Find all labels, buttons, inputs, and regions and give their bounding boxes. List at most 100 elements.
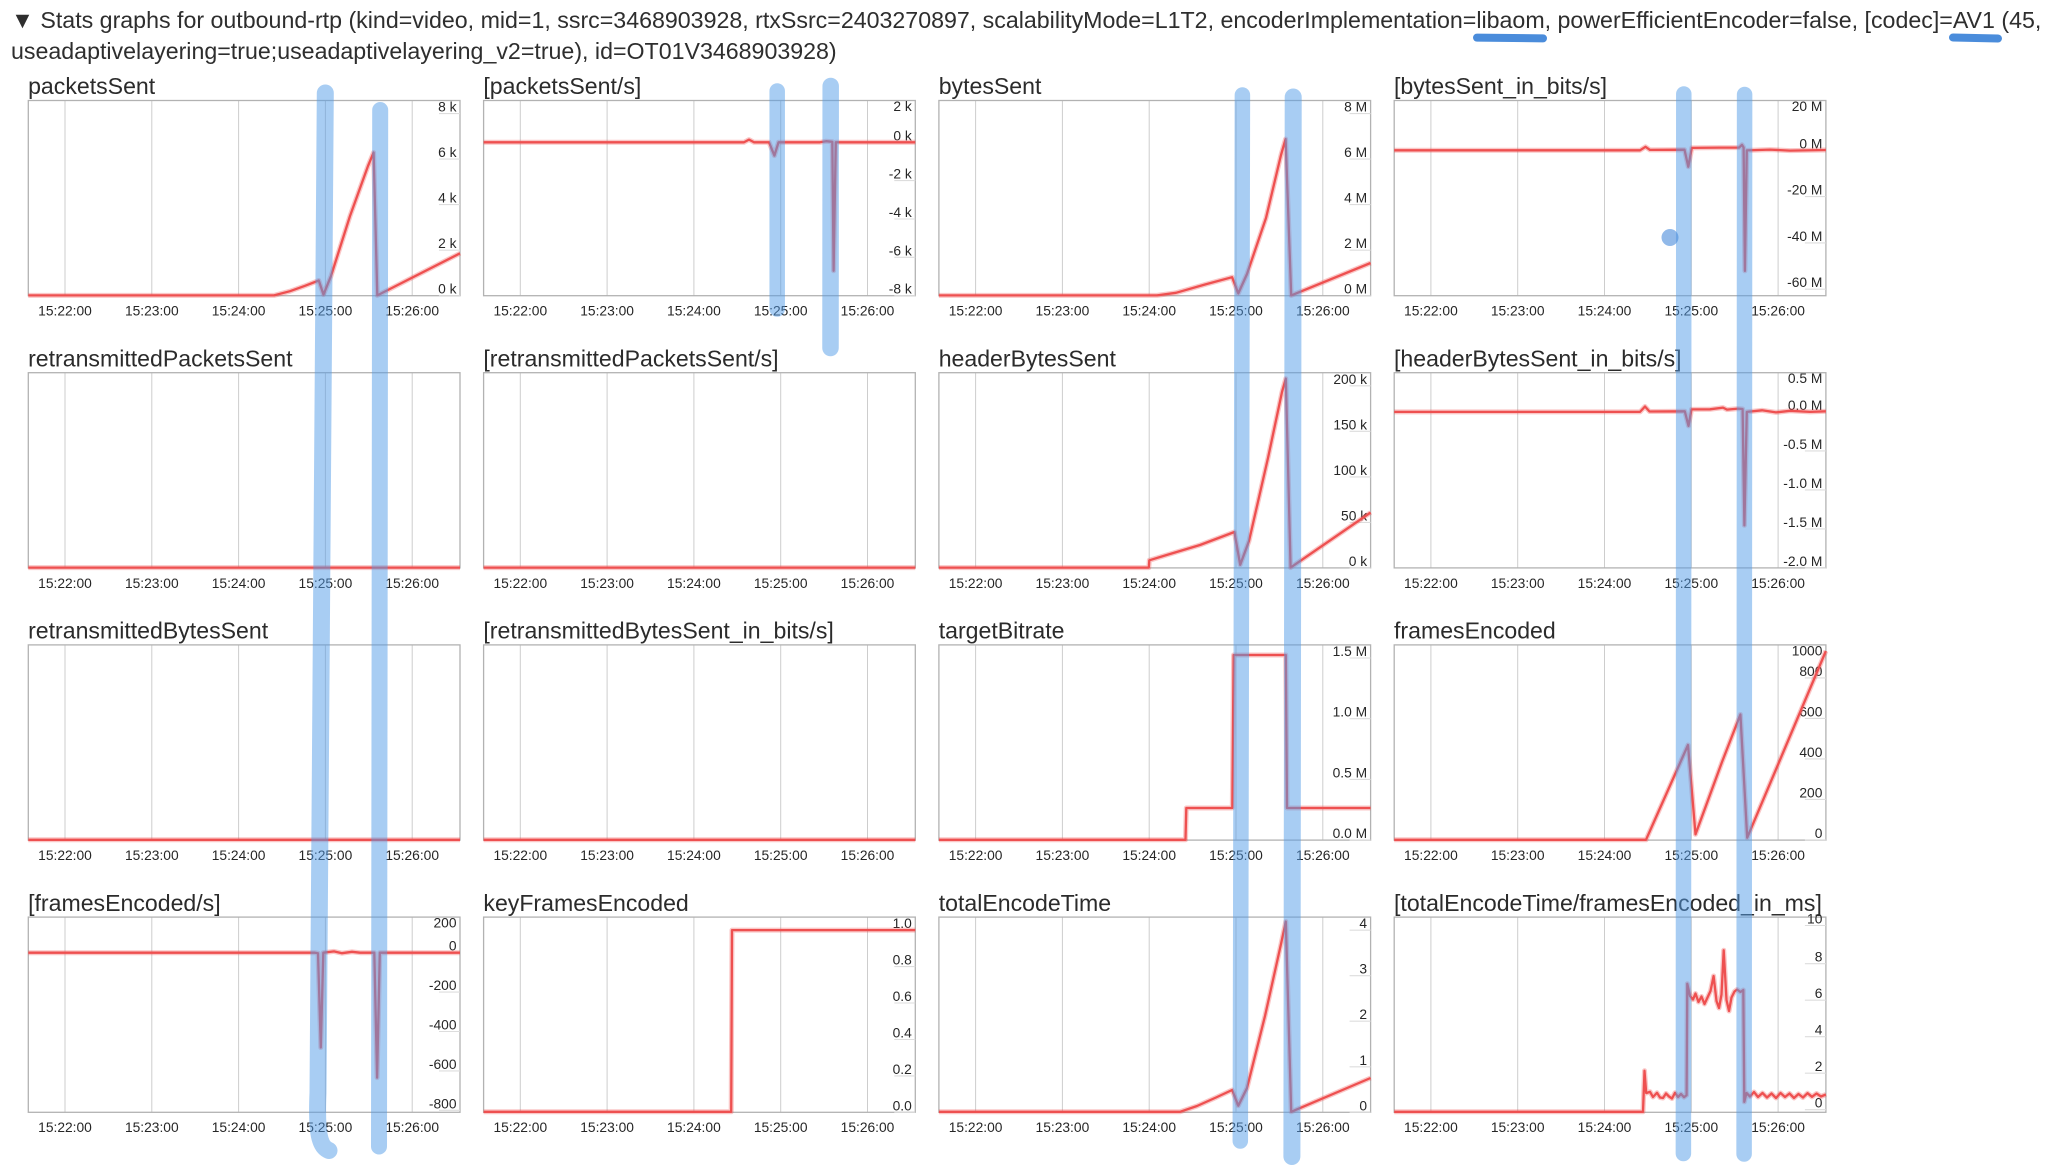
svg-text:15:22:00: 15:22:00	[1404, 848, 1458, 863]
svg-text:15:22:00: 15:22:00	[949, 304, 1003, 319]
svg-text:15:24:00: 15:24:00	[667, 1120, 721, 1135]
svg-text:15:22:00: 15:22:00	[949, 848, 1003, 863]
svg-text:0.0 M: 0.0 M	[1788, 398, 1823, 413]
svg-text:15:26:00: 15:26:00	[841, 576, 895, 591]
svg-text:15:22:00: 15:22:00	[38, 576, 92, 591]
svg-text:packetsSent: packetsSent	[28, 73, 156, 99]
svg-text:15:23:00: 15:23:00	[1491, 304, 1545, 319]
svg-text:-60 M: -60 M	[1787, 275, 1822, 290]
svg-text:0.2: 0.2	[893, 1062, 912, 1077]
svg-text:15:24:00: 15:24:00	[1122, 304, 1176, 319]
svg-text:0 k: 0 k	[893, 128, 912, 143]
svg-text:15:23:00: 15:23:00	[1491, 576, 1545, 591]
svg-text:15:26:00: 15:26:00	[841, 1120, 895, 1135]
svg-text:15:26:00: 15:26:00	[385, 848, 439, 863]
svg-text:0: 0	[1815, 826, 1823, 841]
svg-text:15:24:00: 15:24:00	[212, 304, 266, 319]
svg-text:[totalEncodeTime/framesEncoded: [totalEncodeTime/framesEncoded_in_ms]	[1394, 890, 1822, 916]
svg-text:15:26:00: 15:26:00	[841, 848, 895, 863]
svg-text:15:24:00: 15:24:00	[212, 576, 266, 591]
svg-text:600: 600	[1799, 704, 1822, 719]
svg-text:2 M: 2 M	[1344, 236, 1367, 251]
svg-text:0 k: 0 k	[438, 282, 457, 297]
svg-text:headerBytesSent: headerBytesSent	[939, 345, 1117, 371]
svg-text:keyFramesEncoded: keyFramesEncoded	[483, 890, 688, 916]
svg-text:1.0: 1.0	[893, 916, 913, 931]
svg-text:1: 1	[1359, 1053, 1367, 1068]
svg-text:retransmittedBytesSent: retransmittedBytesSent	[28, 618, 269, 644]
svg-text:bytesSent: bytesSent	[939, 73, 1042, 99]
svg-text:15:24:00: 15:24:00	[212, 1120, 266, 1135]
svg-text:[headerBytesSent_in_bits/s]: [headerBytesSent_in_bits/s]	[1394, 345, 1682, 371]
svg-text:8: 8	[1815, 950, 1823, 965]
svg-text:8 k: 8 k	[438, 100, 457, 115]
svg-text:15:24:00: 15:24:00	[1578, 848, 1632, 863]
svg-text:15:24:00: 15:24:00	[1122, 848, 1176, 863]
svg-text:[bytesSent_in_bits/s]: [bytesSent_in_bits/s]	[1394, 73, 1607, 99]
svg-text:0.0: 0.0	[893, 1098, 913, 1113]
svg-text:4 k: 4 k	[438, 191, 457, 206]
svg-text:-400: -400	[429, 1018, 457, 1033]
svg-text:15:23:00: 15:23:00	[580, 1120, 634, 1135]
svg-text:15:22:00: 15:22:00	[38, 304, 92, 319]
svg-text:1.0 M: 1.0 M	[1333, 705, 1368, 720]
svg-text:15:23:00: 15:23:00	[1036, 576, 1090, 591]
svg-text:[retransmittedPacketsSent/s]: [retransmittedPacketsSent/s]	[483, 345, 778, 371]
svg-text:0.5 M: 0.5 M	[1788, 371, 1823, 386]
svg-text:15:22:00: 15:22:00	[493, 1120, 547, 1135]
svg-text:15:23:00: 15:23:00	[580, 848, 634, 863]
svg-text:15:26:00: 15:26:00	[385, 576, 439, 591]
svg-text:15:26:00: 15:26:00	[1751, 304, 1805, 319]
svg-text:-40 M: -40 M	[1787, 229, 1822, 244]
svg-text:15:22:00: 15:22:00	[493, 576, 547, 591]
svg-text:6 M: 6 M	[1344, 145, 1367, 160]
svg-text:15:26:00: 15:26:00	[385, 1120, 439, 1135]
svg-text:15:23:00: 15:23:00	[1036, 1120, 1090, 1135]
svg-text:15:23:00: 15:23:00	[1491, 1120, 1545, 1135]
svg-text:15:23:00: 15:23:00	[1036, 304, 1090, 319]
svg-text:2 k: 2 k	[893, 99, 912, 114]
svg-text:200: 200	[433, 916, 456, 931]
svg-text:0: 0	[449, 939, 457, 954]
svg-text:targetBitrate: targetBitrate	[939, 618, 1065, 644]
svg-text:15:26:00: 15:26:00	[1751, 576, 1805, 591]
svg-text:15:24:00: 15:24:00	[667, 848, 721, 863]
svg-text:15:25:00: 15:25:00	[754, 848, 808, 863]
svg-text:[framesEncoded/s]: [framesEncoded/s]	[28, 890, 221, 916]
svg-text:15:24:00: 15:24:00	[1578, 304, 1632, 319]
svg-text:3: 3	[1359, 962, 1367, 977]
svg-text:15:23:00: 15:23:00	[1036, 848, 1090, 863]
svg-text:framesEncoded: framesEncoded	[1394, 618, 1556, 644]
svg-text:15:26:00: 15:26:00	[1296, 304, 1350, 319]
svg-text:0.5 M: 0.5 M	[1333, 765, 1368, 780]
svg-text:15:25:00: 15:25:00	[754, 576, 808, 591]
svg-text:15:26:00: 15:26:00	[1296, 1120, 1350, 1135]
svg-text:15:23:00: 15:23:00	[125, 1120, 179, 1135]
svg-text:10: 10	[1807, 912, 1823, 927]
svg-text:15:23:00: 15:23:00	[125, 304, 179, 319]
svg-text:15:24:00: 15:24:00	[212, 848, 266, 863]
svg-text:8 M: 8 M	[1344, 100, 1367, 115]
svg-text:-1.5 M: -1.5 M	[1783, 515, 1822, 530]
svg-text:15:23:00: 15:23:00	[125, 848, 179, 863]
svg-text:4 M: 4 M	[1344, 191, 1367, 206]
svg-text:0.0 M: 0.0 M	[1333, 826, 1368, 841]
svg-text:0 M: 0 M	[1799, 136, 1822, 151]
svg-text:2 k: 2 k	[438, 236, 457, 251]
svg-text:15:22:00: 15:22:00	[949, 1120, 1003, 1135]
svg-text:15:22:00: 15:22:00	[493, 848, 547, 863]
svg-text:200 k: 200 k	[1333, 372, 1367, 387]
svg-text:15:23:00: 15:23:00	[125, 576, 179, 591]
svg-text:15:22:00: 15:22:00	[1404, 1120, 1458, 1135]
svg-text:0 k: 0 k	[1349, 554, 1368, 569]
svg-text:-8 k: -8 k	[889, 282, 912, 297]
svg-text:4: 4	[1359, 916, 1367, 931]
svg-text:15:26:00: 15:26:00	[385, 304, 439, 319]
svg-text:-600: -600	[429, 1057, 457, 1072]
svg-text:15:24:00: 15:24:00	[667, 576, 721, 591]
svg-text:15:25:00: 15:25:00	[1664, 848, 1718, 863]
svg-text:[retransmittedBytesSent_in_bit: [retransmittedBytesSent_in_bits/s]	[483, 618, 833, 644]
svg-text:-0.5 M: -0.5 M	[1783, 437, 1822, 452]
svg-text:totalEncodeTime: totalEncodeTime	[939, 890, 1111, 916]
svg-text:15:24:00: 15:24:00	[1122, 1120, 1176, 1135]
